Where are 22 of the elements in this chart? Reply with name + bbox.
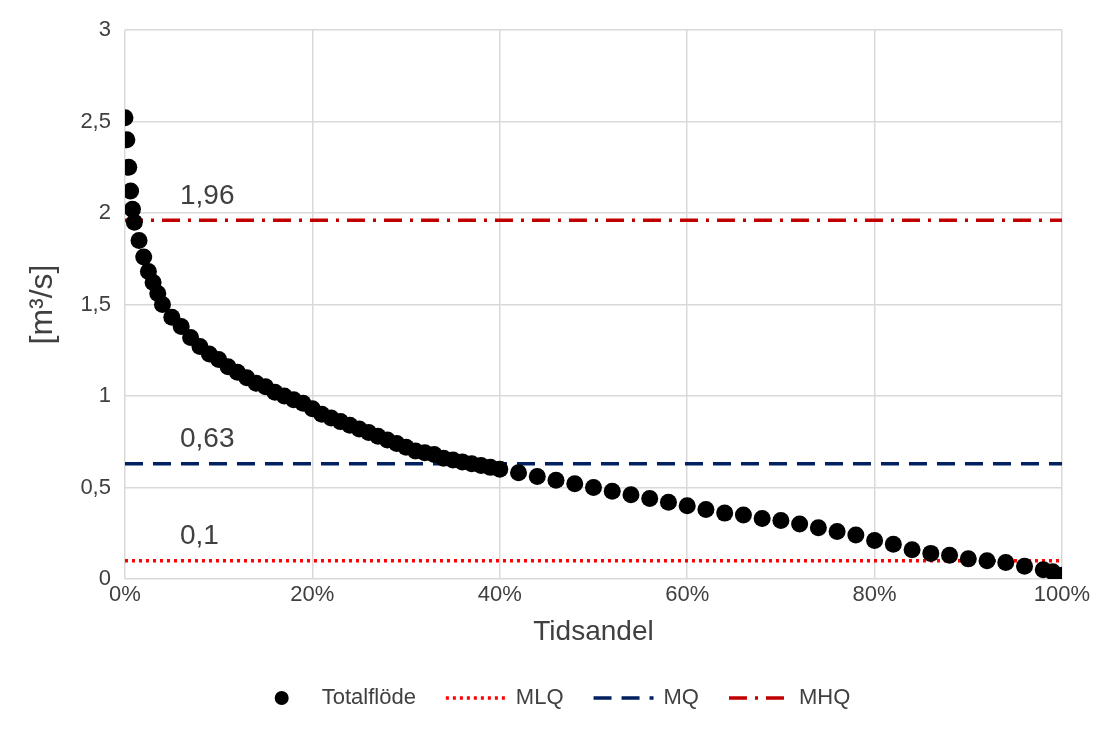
y-tick-label: 3 [98, 16, 111, 42]
annotation: 0,63 [179, 422, 235, 454]
x-tick-label: 60% [665, 581, 710, 607]
x-tick-label: 0% [109, 581, 141, 607]
x-tick-label: 100% [1033, 581, 1091, 607]
y-tick-label: 2 [98, 199, 111, 225]
y-tick-label: 0,5 [80, 473, 111, 499]
y-tick-label: 1 [98, 382, 111, 408]
legend-label: MQ [663, 684, 699, 710]
legend-label: MLQ [515, 684, 564, 710]
x-tick-label: 20% [290, 581, 335, 607]
x-tick-label: 40% [477, 581, 522, 607]
y-tick-label: 2,5 [80, 107, 111, 133]
annotation: 1,96 [179, 179, 235, 211]
x-tick-label: 80% [852, 581, 897, 607]
y-tick-label: 0 [98, 565, 111, 591]
annotation: 0,1 [179, 519, 219, 551]
legend-label: MHQ [798, 684, 851, 710]
y-tick-label: 1,5 [80, 290, 111, 316]
x-axis-title: Tidsandel [533, 614, 654, 646]
legend-label: Totalflöde [321, 684, 416, 710]
y-axis-title: [m³/s] [23, 264, 60, 345]
